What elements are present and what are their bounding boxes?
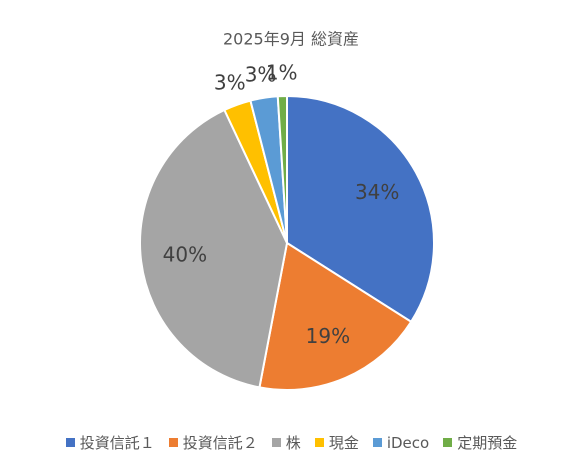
data-label: 19% xyxy=(306,324,350,348)
legend-label: 現金 xyxy=(328,434,359,452)
legend-swatch xyxy=(271,438,281,447)
legend-label: 投資信託１ xyxy=(79,434,155,452)
legend-swatch xyxy=(314,438,324,447)
legend-item: 定期預金 xyxy=(443,432,517,453)
chart: 2025年9月 総資産 34%19%40%3% 3%1% xyxy=(139,30,435,391)
legend-item: 現金 xyxy=(314,432,359,453)
legend-label: 定期預金 xyxy=(457,434,518,452)
legend: 投資信託１ 投資信託２ 株 現金 iDeco 定期預金 xyxy=(0,432,583,453)
data-label: 3% xyxy=(214,70,246,94)
pie-slice xyxy=(276,94,288,244)
data-label: 1% xyxy=(266,61,298,85)
data-label: 34% xyxy=(355,180,399,204)
legend-label: iDeco xyxy=(386,433,430,452)
legend-swatch xyxy=(443,438,453,447)
legend-item: iDeco xyxy=(372,432,430,453)
legend-label: 株 xyxy=(285,434,301,452)
legend-swatch xyxy=(168,438,178,447)
legend-item: 株 xyxy=(271,432,301,453)
legend-swatch xyxy=(372,438,382,447)
legend-item: 投資信託２ xyxy=(168,432,258,453)
pie-slice xyxy=(139,108,289,389)
chart-title: 2025年9月 総資産 xyxy=(223,30,359,49)
legend-swatch xyxy=(65,438,75,447)
data-label: 3% xyxy=(245,63,277,87)
legend-item: 投資信託１ xyxy=(65,432,155,453)
data-label: 40% xyxy=(163,242,207,266)
legend-label: 投資信託２ xyxy=(182,434,258,452)
pie-slice xyxy=(258,241,413,391)
